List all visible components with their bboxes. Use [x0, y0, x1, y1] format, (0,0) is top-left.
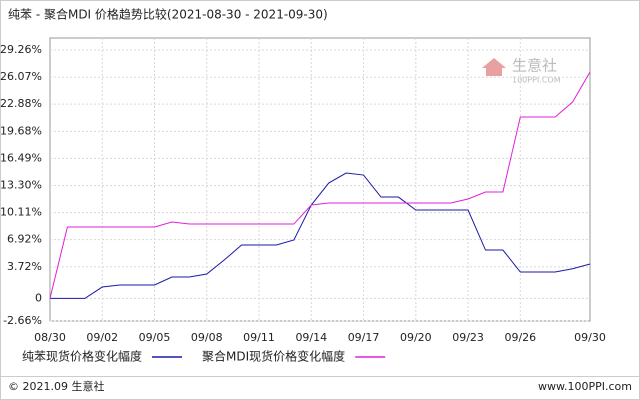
y-tick-label: 19.68% — [0, 124, 42, 137]
y-tick-label: -2.66% — [3, 314, 42, 327]
x-tick-label: 08/30 — [34, 331, 66, 344]
x-tick-label: 09/26 — [504, 331, 536, 344]
series-line — [49, 71, 591, 299]
x-tick-label: 09/17 — [348, 331, 380, 344]
y-tick-label: 3.72% — [7, 260, 42, 273]
x-tick-label: 09/11 — [243, 331, 275, 344]
watermark: 生意社 100PPI.COM — [482, 57, 561, 85]
legend-label: 纯苯现货价格变化幅度 — [22, 349, 142, 364]
x-tick-label: 09/05 — [139, 331, 171, 344]
x-tick-label: 09/23 — [452, 331, 484, 344]
y-tick-label: 29.26% — [0, 43, 42, 56]
y-tick-label: 13.30% — [0, 179, 42, 192]
y-tick-label: 10.11% — [0, 206, 42, 219]
x-tick-label: 09/02 — [86, 331, 118, 344]
legend-label: 聚合MDI现货价格变化幅度 — [202, 349, 345, 364]
y-tick-label: 16.49% — [0, 151, 42, 164]
series-line — [50, 172, 591, 299]
watermark-sub: 100PPI.COM — [512, 76, 561, 85]
watermark-icon — [482, 58, 506, 76]
footer-left: © 2021.09 生意社 — [8, 379, 104, 393]
x-tick-label: 09/30 — [574, 331, 606, 344]
y-tick-label: 22.88% — [0, 97, 42, 110]
x-tick-label: 09/08 — [191, 331, 223, 344]
chart-title: 纯苯 - 聚合MDI 价格趋势比较(2021-08-30 - 2021-09-3… — [8, 7, 328, 22]
x-tick-label: 09/20 — [400, 331, 432, 344]
y-tick-label: 26.07% — [0, 70, 42, 83]
watermark-text: 生意社 — [512, 57, 557, 75]
y-tick-label: 6.92% — [7, 233, 42, 246]
footer-rule — [1, 376, 639, 377]
x-tick-label: 09/14 — [295, 331, 327, 344]
y-tick-label: 0 — [35, 291, 42, 304]
footer-right: www.100PPI.com — [538, 380, 632, 393]
